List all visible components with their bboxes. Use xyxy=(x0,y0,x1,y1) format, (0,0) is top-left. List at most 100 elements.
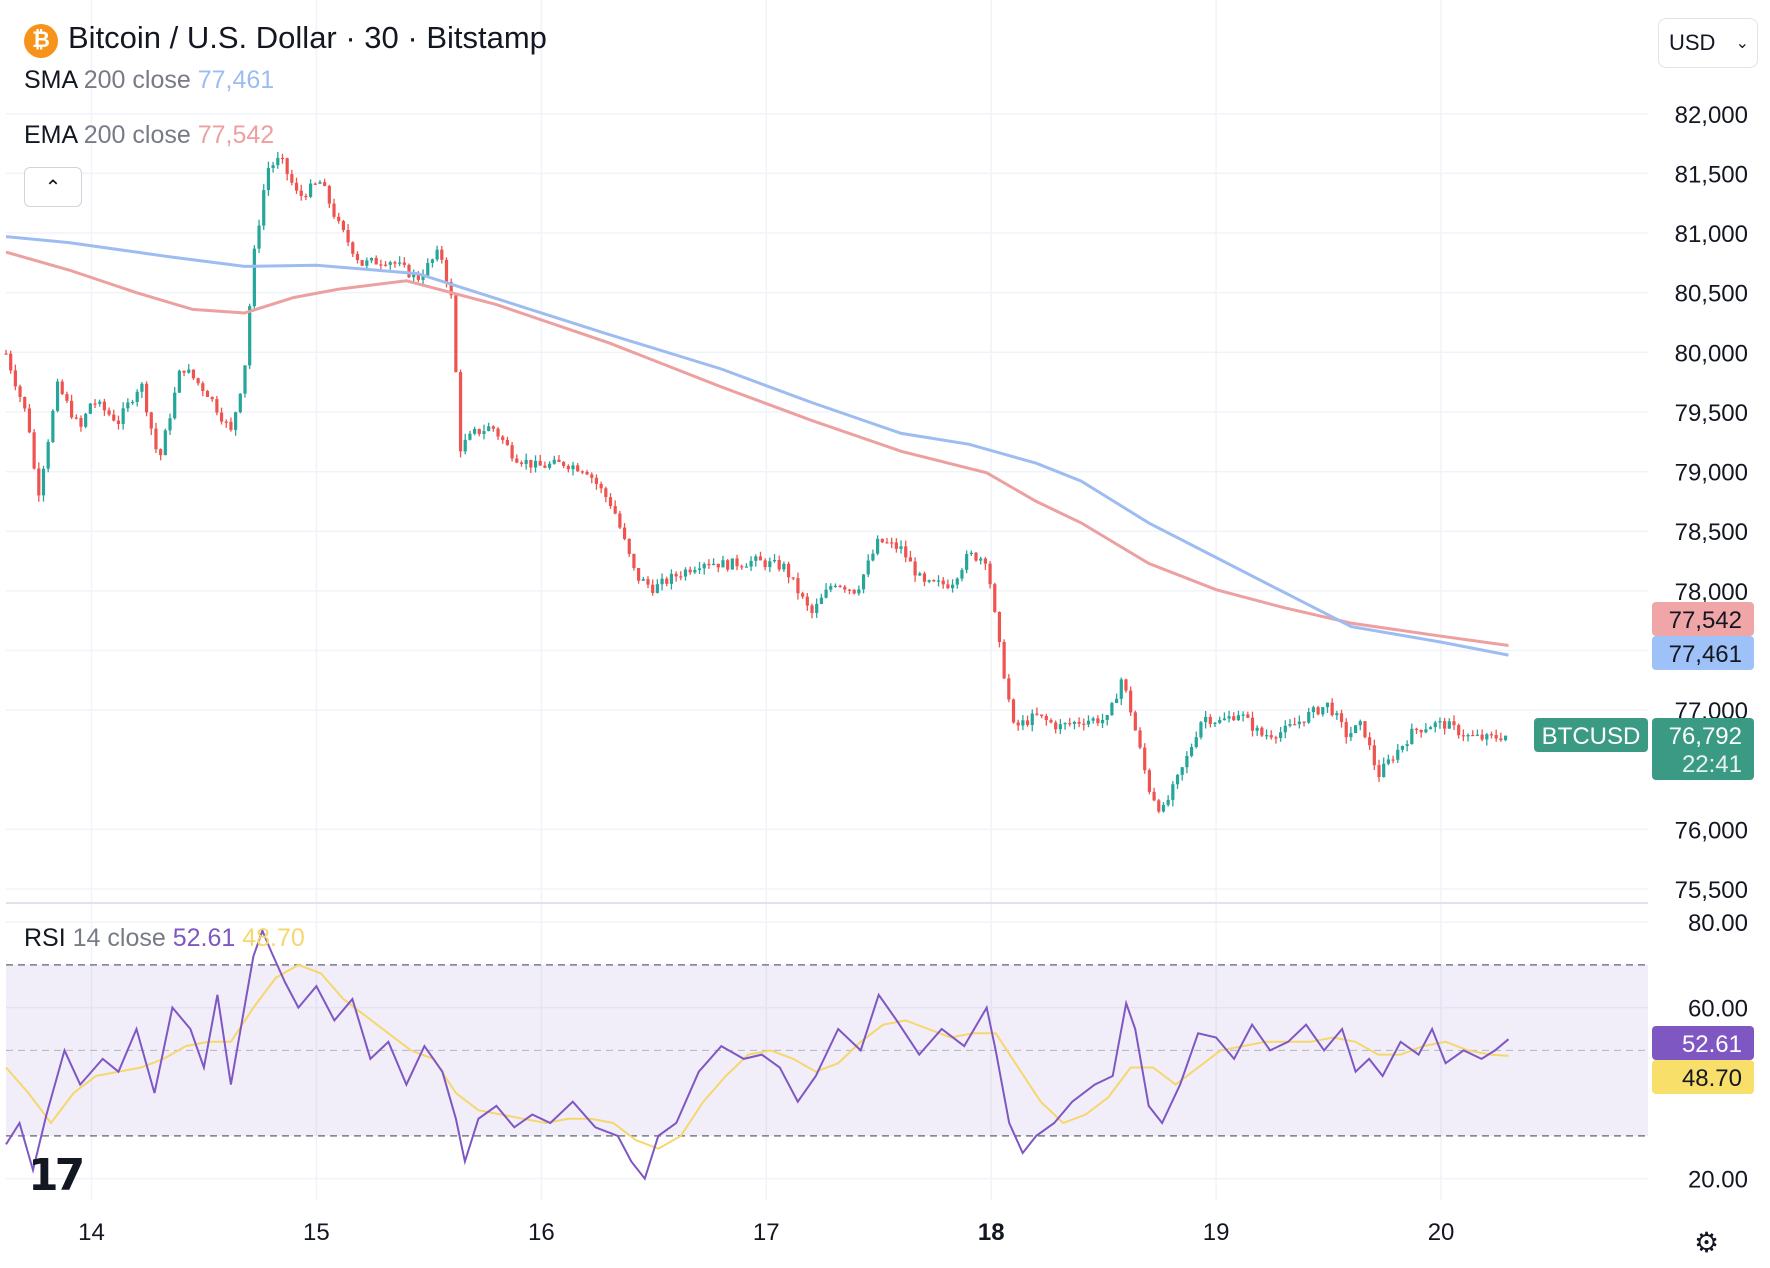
candle-body xyxy=(604,488,608,498)
chevron-up-icon: ⌃ xyxy=(44,175,62,199)
candle-body xyxy=(182,370,186,373)
candle-body xyxy=(824,589,828,598)
currency-select[interactable]: USD ⌄ xyxy=(1658,18,1758,68)
candle-body xyxy=(1044,715,1048,721)
collapse-legend-button[interactable]: ⌃ xyxy=(24,167,82,207)
rsi-legend[interactable]: RSI 14 close 52.61 48.70 xyxy=(24,924,305,953)
candle-body xyxy=(234,412,238,430)
candle-body xyxy=(308,183,313,197)
candle-body xyxy=(641,579,645,581)
rsi-value-label-text: 52.61 xyxy=(1682,1031,1742,1058)
candle-body xyxy=(130,402,135,404)
candle-body xyxy=(187,369,191,373)
candle-body xyxy=(768,561,772,568)
candle-body xyxy=(665,578,669,584)
candle-body xyxy=(843,586,847,590)
candle-body xyxy=(1166,799,1170,805)
candle-body xyxy=(1143,747,1147,771)
rsi-ma-line xyxy=(5,963,1509,1150)
candle-body xyxy=(576,465,580,472)
candle-body xyxy=(679,576,683,578)
candle-body xyxy=(1246,714,1250,718)
sma-label: SMA xyxy=(24,66,77,94)
candle-body xyxy=(1428,727,1433,730)
candle-body xyxy=(1208,716,1212,724)
candle-body xyxy=(618,513,622,528)
time-axis[interactable]: 14 15 16 17 18 19 20 xyxy=(78,1219,1454,1246)
candle-body xyxy=(159,449,163,456)
candle-body xyxy=(1100,719,1105,724)
candle-body xyxy=(1325,702,1330,708)
candle-body xyxy=(421,275,425,280)
candle-body xyxy=(1311,707,1316,713)
candle-body xyxy=(13,370,17,387)
candle-body xyxy=(449,282,453,296)
candle-body xyxy=(1133,712,1137,731)
candle-body xyxy=(1293,724,1297,726)
price-axis[interactable]: 82,000 81,500 81,000 80,500 80,000 79,500 79,0… xyxy=(1675,102,1748,904)
rsi-params: 14 close xyxy=(72,924,166,952)
price-tick-label: 80,500 xyxy=(1675,281,1748,308)
candle-body xyxy=(1321,707,1325,715)
tradingview-logo[interactable]: 17 xyxy=(28,1150,85,1201)
last-price-label-text: 22:41 xyxy=(1682,751,1742,778)
sma-price-label-bg xyxy=(1652,636,1754,670)
ema-price-label-bg xyxy=(1652,602,1754,636)
time-tick-label: 19 xyxy=(1203,1219,1230,1246)
candle-body xyxy=(60,381,64,395)
candle-body xyxy=(1302,721,1306,723)
candle-body xyxy=(1269,735,1273,738)
candle-body xyxy=(262,190,266,226)
candle-body xyxy=(327,186,331,204)
candle-body xyxy=(683,569,688,577)
candle-body xyxy=(1035,713,1039,715)
candle-body xyxy=(1264,735,1269,737)
candle-body xyxy=(871,553,875,561)
candle-body xyxy=(1447,721,1451,729)
candle-body xyxy=(1091,718,1095,721)
ema-legend[interactable]: EMA 200 close 77,542 xyxy=(24,121,274,150)
candle-body xyxy=(294,182,299,191)
candle-body xyxy=(1138,730,1142,748)
candle-body xyxy=(1147,770,1152,792)
price-tick-label: 81,500 xyxy=(1675,161,1748,188)
symbol-title[interactable]: Bitcoin / U.S. Dollar · 30 · Bitstamp xyxy=(68,20,547,55)
candle-body xyxy=(1227,716,1231,719)
candle-body xyxy=(1063,723,1067,725)
sma-value: 77,461 xyxy=(197,66,275,94)
candle-body xyxy=(1232,716,1236,721)
rsi-axis[interactable]: 80.00 60.00 20.00 xyxy=(1688,910,1748,1194)
candle-body xyxy=(515,458,519,463)
candle-body xyxy=(655,584,659,593)
settings-icon[interactable]: ⚙ xyxy=(1694,1226,1720,1259)
time-tick-label: 14 xyxy=(78,1219,105,1246)
price-tick-label: 80,000 xyxy=(1675,340,1748,367)
candle-body xyxy=(660,578,664,585)
candle-body xyxy=(1119,679,1123,699)
rsi-line xyxy=(5,927,1510,1181)
sma-price-label-text: 77,461 xyxy=(1669,641,1742,668)
candle-body xyxy=(1485,734,1489,740)
rsi-ma-value: 48.70 xyxy=(242,924,305,952)
candle-body xyxy=(505,439,510,446)
candle-body xyxy=(1021,720,1025,726)
candle-body xyxy=(1222,718,1226,721)
candle-body xyxy=(388,262,392,265)
sma-legend[interactable]: SMA 200 close 77,461 xyxy=(24,66,274,95)
candle-body xyxy=(702,563,706,569)
candle-body xyxy=(454,295,458,373)
candle-body xyxy=(1082,723,1086,725)
candle-body xyxy=(1377,765,1381,778)
ema-price-label: 77,542 xyxy=(1652,602,1754,636)
candle-body xyxy=(1180,767,1184,775)
candle-body xyxy=(1335,713,1339,716)
candle-body xyxy=(1152,791,1156,801)
candle-body xyxy=(430,259,435,263)
candle-body xyxy=(1396,749,1400,760)
candle-body xyxy=(205,390,210,397)
candle-body xyxy=(1161,804,1166,812)
candle-body xyxy=(1058,724,1062,730)
rsi-ma-value-label-text: 48.70 xyxy=(1682,1065,1742,1092)
candle-body xyxy=(383,264,388,266)
